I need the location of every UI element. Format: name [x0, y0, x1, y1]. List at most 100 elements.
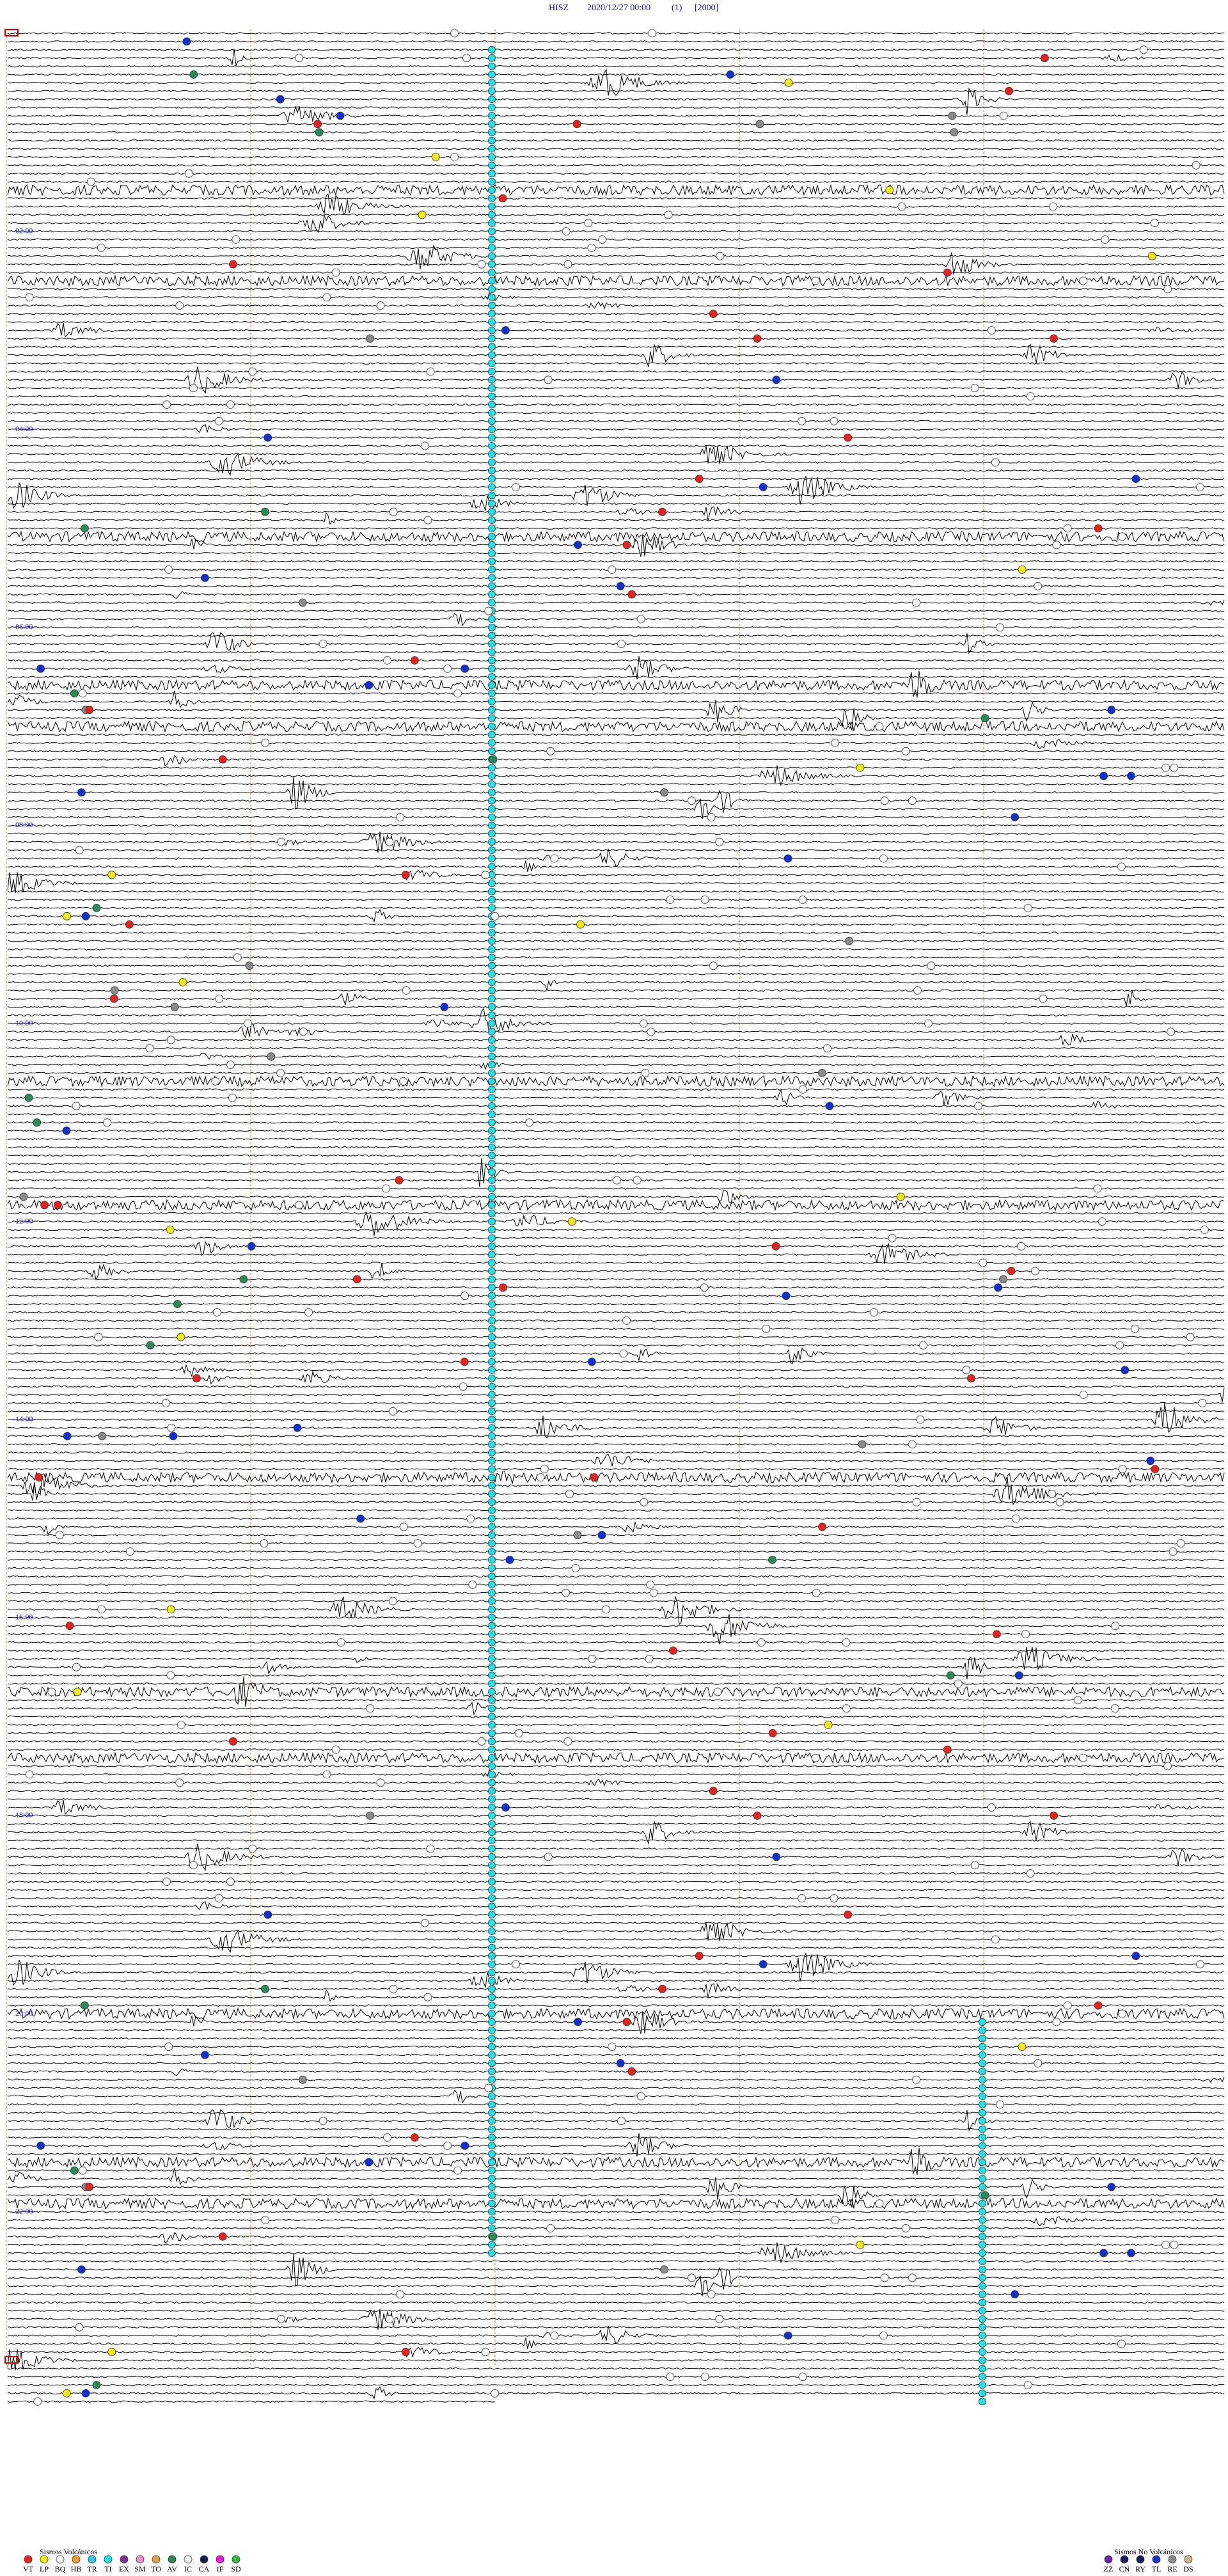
trace	[7, 164, 1225, 167]
legend-label: TO	[151, 2564, 161, 2573]
marker	[979, 2265, 986, 2273]
trace	[7, 1023, 1225, 1039]
marker	[331, 1745, 340, 1754]
marker	[383, 2133, 391, 2142]
marker	[365, 2158, 374, 2167]
trace	[7, 1567, 1225, 1570]
marker	[994, 1283, 1003, 1292]
trace	[7, 2004, 1225, 2007]
marker	[488, 1589, 496, 1597]
marker	[488, 252, 496, 260]
trace	[7, 1880, 1225, 1883]
marker	[488, 1341, 496, 1350]
marker	[484, 606, 493, 615]
marker	[488, 879, 496, 887]
marker	[979, 2232, 986, 2241]
marker	[166, 1605, 175, 1614]
marker	[488, 1729, 496, 1737]
marker	[488, 409, 496, 417]
marker	[107, 871, 116, 880]
trace	[7, 184, 1225, 196]
marker	[488, 2199, 496, 2208]
marker	[488, 368, 496, 375]
hour-label: 08:00	[15, 820, 33, 829]
marker	[996, 623, 1004, 632]
trace	[7, 2309, 1225, 2330]
marker	[622, 2018, 631, 2027]
marker	[979, 2067, 986, 2076]
marker	[491, 2389, 500, 2398]
trace	[7, 2153, 1225, 2156]
marker	[233, 953, 242, 962]
marker	[1018, 565, 1027, 574]
trace	[7, 1052, 1225, 1060]
marker	[1048, 1489, 1057, 1498]
trace	[7, 106, 1225, 109]
marker	[488, 2183, 496, 2191]
marker	[979, 2051, 986, 2059]
marker	[443, 664, 452, 673]
marker	[488, 235, 496, 244]
marker	[979, 2298, 986, 2307]
marker	[617, 2117, 626, 2126]
marker	[315, 128, 324, 137]
marker	[1170, 763, 1179, 772]
marker	[544, 1853, 553, 1861]
trace	[7, 530, 1225, 543]
legend-label: TR	[87, 2564, 97, 2573]
marker	[488, 656, 496, 665]
trace	[7, 139, 1225, 142]
trace	[7, 1888, 1225, 1892]
marker	[979, 2348, 986, 2356]
trace	[7, 2400, 495, 2403]
marker	[636, 2092, 645, 2101]
marker	[488, 1638, 496, 1647]
trace	[8, 1237, 1225, 1240]
marker	[1079, 1753, 1087, 1762]
marker	[164, 565, 173, 574]
marker	[488, 1201, 496, 1209]
marker	[491, 912, 500, 921]
legend-label: EX	[119, 2564, 129, 2573]
marker	[646, 1580, 655, 1589]
marker	[488, 2067, 496, 2076]
marker	[573, 1531, 582, 1540]
marker	[488, 1556, 496, 1564]
trace	[7, 1765, 1225, 1767]
marker	[488, 1828, 496, 1837]
trace	[7, 1261, 1225, 1264]
legend: Sismos Volcánicos VT LP BQ HB TR TI EX SM TO AV IC C…	[23, 2547, 1193, 2573]
marker	[608, 565, 617, 574]
marker	[488, 896, 496, 904]
marker	[460, 2141, 469, 2150]
trace	[7, 180, 1225, 184]
marker	[488, 293, 496, 301]
trace	[7, 777, 1225, 809]
marker	[488, 1448, 496, 1457]
marker	[488, 1333, 496, 1341]
marker	[277, 837, 285, 846]
marker	[72, 1102, 81, 1110]
marker	[488, 1325, 496, 1333]
trace	[7, 1302, 1225, 1306]
marker	[488, 2249, 496, 2257]
marker	[980, 714, 989, 723]
marker	[167, 1423, 176, 1432]
marker	[488, 186, 496, 194]
trace	[7, 2011, 1225, 2034]
hour-labels: 02:00 04:00 06:00 08:00 10:00 12:00 14:00 16:00…	[15, 226, 33, 2215]
marker	[1117, 2339, 1126, 2348]
marker	[639, 1019, 648, 1028]
marker	[488, 1036, 496, 1044]
marker	[366, 1811, 375, 1820]
marker	[979, 1258, 988, 1267]
marker	[987, 1803, 996, 1812]
marker	[488, 1440, 496, 1448]
trace	[7, 131, 1225, 134]
trace	[7, 733, 1225, 736]
legend-swatch	[24, 2555, 33, 2564]
marker	[1186, 1332, 1195, 1341]
legend-swatch	[88, 2555, 97, 2564]
marker	[488, 1300, 496, 1308]
